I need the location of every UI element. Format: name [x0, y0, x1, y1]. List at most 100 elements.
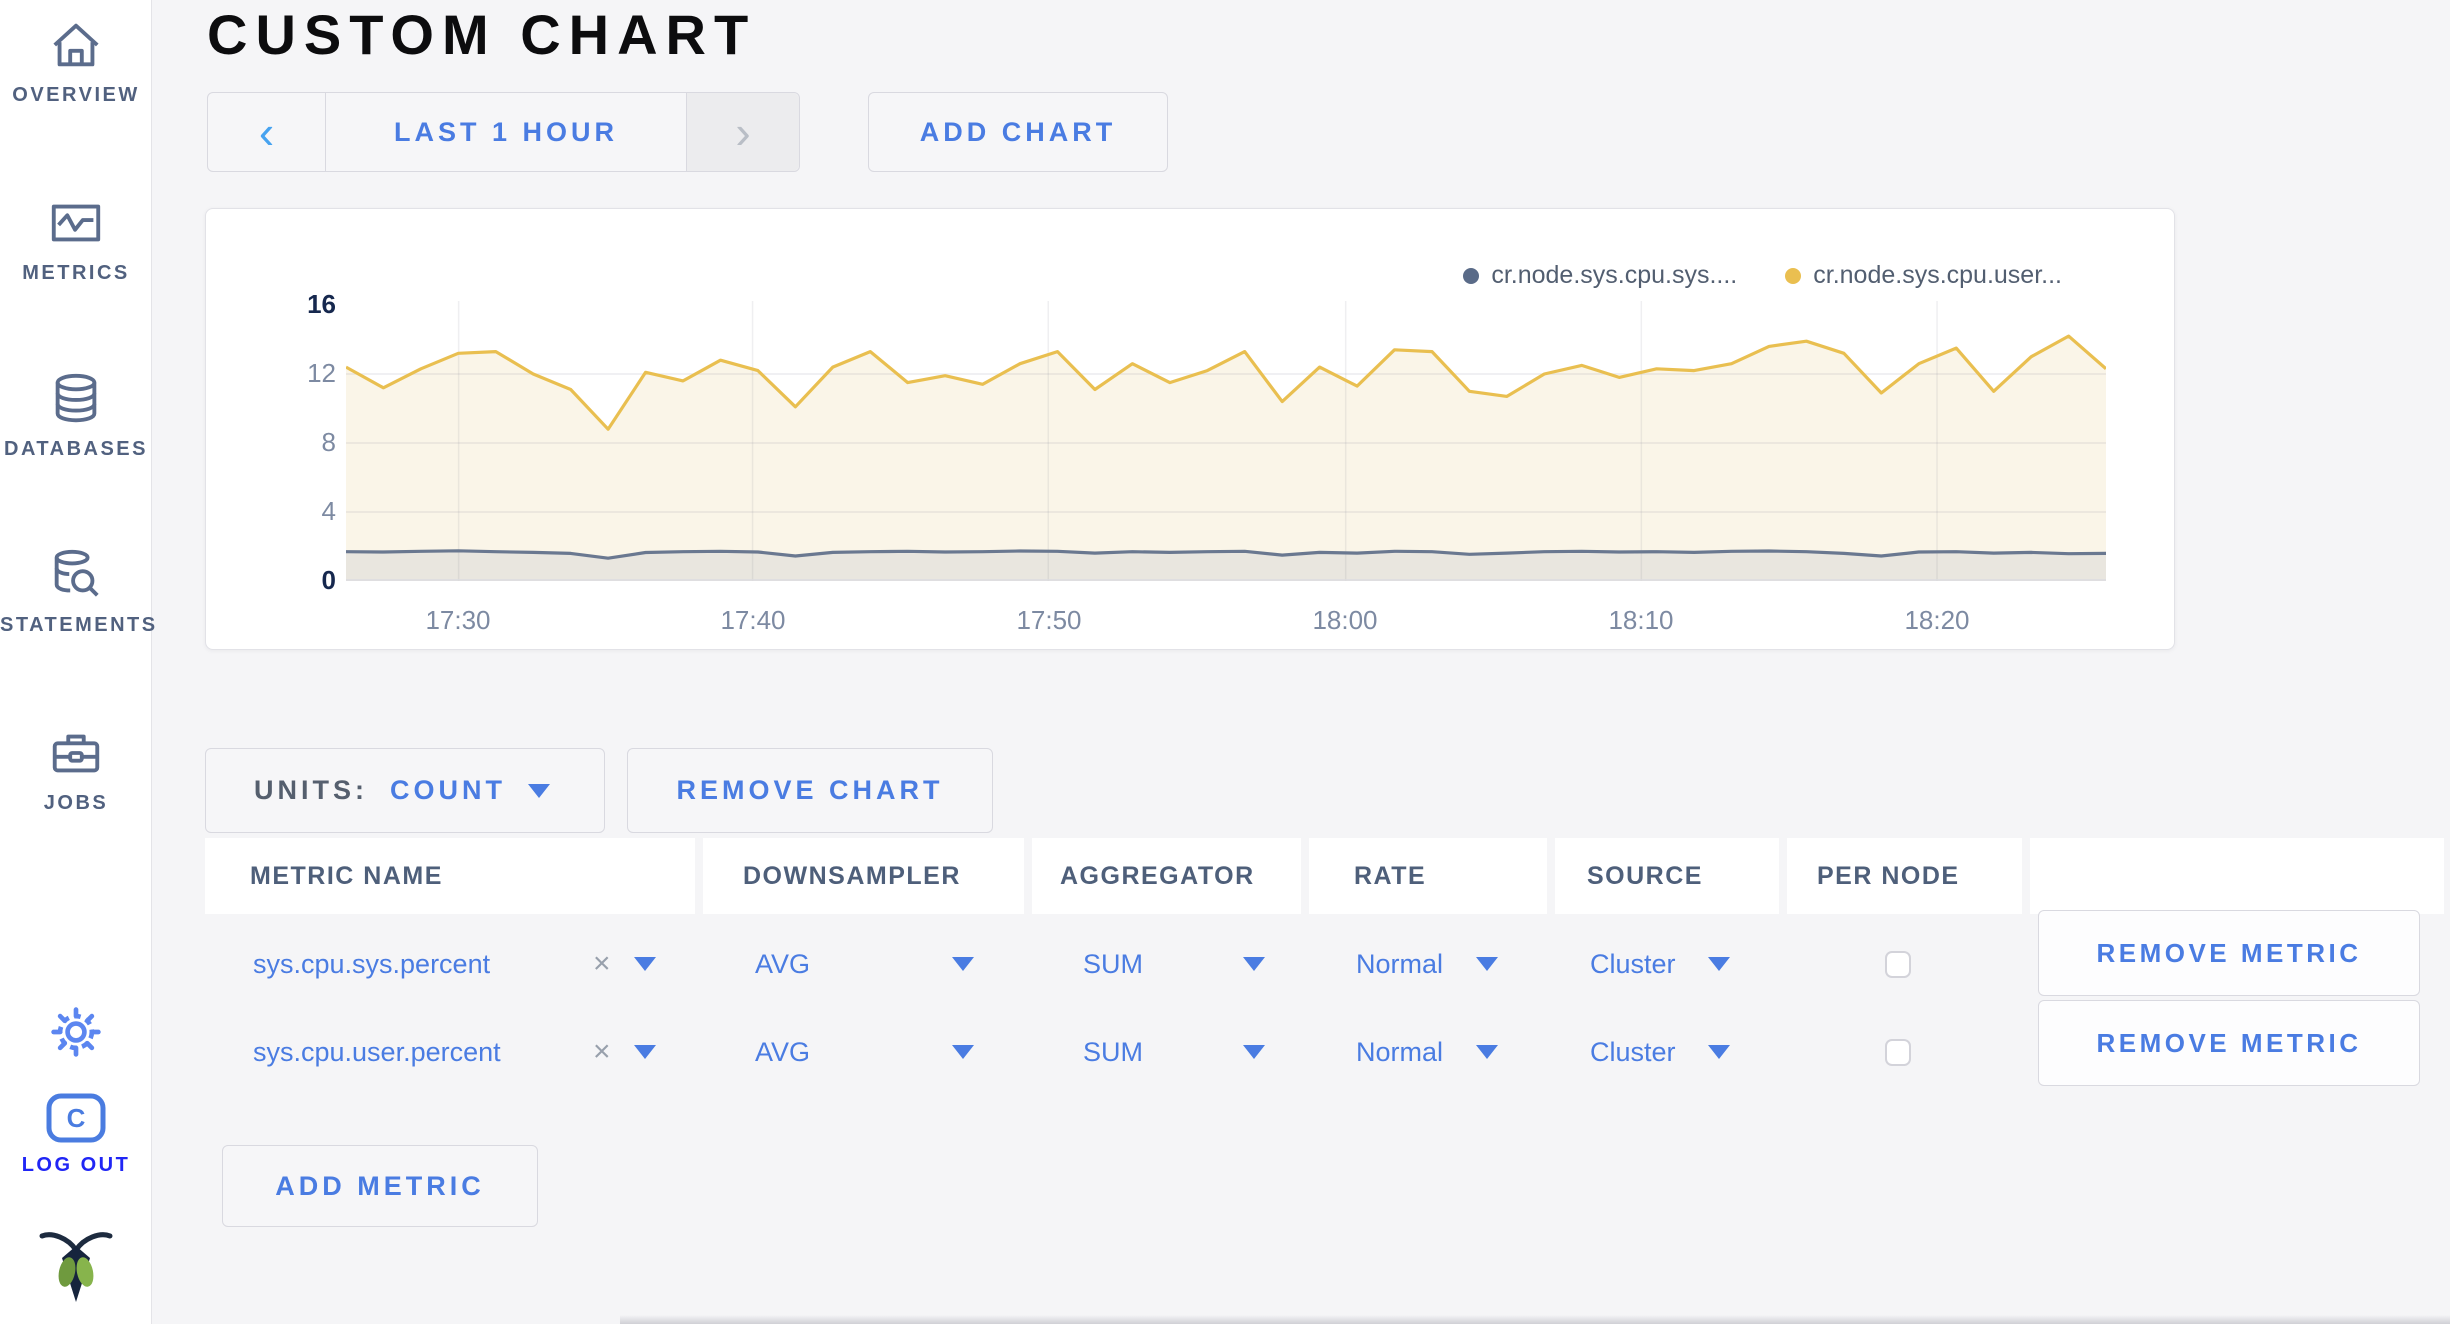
y-axis-tick: 0 — [321, 565, 336, 595]
next-panel-shadow — [620, 1315, 2450, 1324]
remove-chart-button[interactable]: REMOVE CHART — [627, 748, 993, 833]
time-range-next-button[interactable]: › — [686, 93, 799, 171]
chevron-down-icon — [1476, 1045, 1498, 1059]
time-range-prev-button[interactable]: ‹ — [208, 93, 326, 171]
y-axis-tick: 4 — [321, 496, 336, 526]
downsampler-value: AVG — [755, 948, 811, 979]
metric-clear-button[interactable]: × — [593, 1008, 611, 1096]
sidebar-item-jobs[interactable]: JOBS — [0, 724, 152, 815]
col-header-actions — [2030, 838, 2444, 914]
chevron-down-icon — [1708, 1045, 1730, 1059]
units-value: COUNT — [390, 775, 506, 805]
chevron-down-icon — [1476, 957, 1498, 971]
aggregator-caret[interactable] — [1243, 1008, 1265, 1096]
logout-button[interactable]: C LOG OUT — [0, 1092, 152, 1177]
add-chart-button[interactable]: ADD CHART — [868, 92, 1168, 172]
col-header-label: SOURCE — [1587, 861, 1703, 890]
close-icon: × — [593, 947, 611, 980]
col-header-metric-name: METRIC NAME — [205, 838, 695, 914]
statements-icon — [54, 549, 99, 597]
legend-item[interactable]: cr.node.sys.cpu.user... — [1785, 261, 2062, 290]
aggregator-select[interactable]: SUM — [1083, 920, 1143, 1008]
col-header-downsampler: DOWNSAMPLER — [703, 838, 1024, 914]
source-value: Cluster — [1590, 948, 1676, 979]
home-icon — [53, 23, 99, 67]
cockroach-logo — [0, 1224, 152, 1310]
downsampler-caret[interactable] — [952, 1008, 974, 1096]
sidebar-item-label: DATABASES — [4, 438, 148, 460]
downsampler-select[interactable]: AVG — [755, 920, 810, 1008]
metric-dropdown-caret[interactable] — [634, 1008, 656, 1096]
source-caret[interactable] — [1708, 1008, 1730, 1096]
x-axis-tick: 17:30 — [425, 605, 491, 635]
per-node-checkbox[interactable] — [1885, 920, 1911, 1008]
downsampler-caret[interactable] — [952, 920, 974, 1008]
metric-clear-button[interactable]: × — [593, 920, 611, 1008]
col-header-label: DOWNSAMPLER — [743, 861, 961, 890]
chevron-left-icon: ‹ — [258, 106, 275, 158]
legend-label: cr.node.sys.cpu.sys.... — [1491, 261, 1738, 289]
chevron-down-icon — [1243, 1045, 1265, 1059]
sidebar-item-label: JOBS — [43, 792, 109, 814]
sidebar-item-label: OVERVIEW — [12, 84, 140, 106]
chevron-right-icon: › — [735, 106, 751, 158]
rate-caret[interactable] — [1476, 920, 1498, 1008]
col-header-aggregator: AGGREGATOR — [1032, 838, 1301, 914]
source-select[interactable]: Cluster — [1590, 920, 1676, 1008]
x-axis-tick: 17:40 — [720, 605, 786, 635]
y-axis-tick: 8 — [321, 427, 336, 457]
x-axis-tick: 18:00 — [1312, 605, 1378, 635]
sidebar-item-label: STATEMENTS — [0, 614, 158, 636]
downsampler-value: AVG — [755, 1036, 811, 1067]
source-value: Cluster — [1590, 1036, 1676, 1067]
svg-text:C: C — [67, 1103, 86, 1133]
source-select[interactable]: Cluster — [1590, 1008, 1676, 1096]
aggregator-select[interactable]: SUM — [1083, 1008, 1143, 1096]
logout-c-icon: C — [46, 1093, 106, 1143]
chevron-down-icon — [952, 1045, 974, 1059]
units-label: UNITS: — [254, 775, 368, 805]
time-range-label[interactable]: LAST 1 HOUR — [393, 116, 618, 147]
col-header-label: RATE — [1354, 861, 1427, 890]
col-header-label: METRIC NAME — [250, 861, 443, 890]
downsampler-select[interactable]: AVG — [755, 1008, 810, 1096]
aggregator-value: SUM — [1083, 948, 1143, 979]
page-title: CUSTOM CHART — [207, 3, 757, 66]
metric-name-cell: sys.cpu.user.percent — [253, 1008, 501, 1096]
legend-dot — [1463, 267, 1480, 284]
legend-item[interactable]: cr.node.sys.cpu.sys.... — [1463, 261, 1737, 290]
sidebar-item-statements[interactable]: STATEMENTS — [0, 546, 158, 637]
sidebar-item-overview[interactable]: OVERVIEW — [0, 16, 152, 107]
aggregator-value: SUM — [1083, 1036, 1143, 1067]
source-caret[interactable] — [1708, 920, 1730, 1008]
chevron-down-icon — [952, 957, 974, 971]
settings-button[interactable] — [0, 1004, 152, 1060]
y-axis-tick: 16 — [307, 289, 336, 319]
col-header-source: SOURCE — [1555, 838, 1779, 914]
gear-icon — [51, 1007, 101, 1057]
metric-name[interactable]: sys.cpu.user.percent — [253, 1036, 501, 1067]
table-row: sys.cpu.user.percent × AVG SUM Normal Cl… — [205, 1000, 2445, 1096]
remove-metric-button[interactable]: REMOVE METRIC — [2038, 910, 2420, 996]
units-dropdown[interactable]: UNITS: COUNT — [205, 748, 605, 833]
sidebar-item-databases[interactable]: DATABASES — [0, 370, 152, 461]
rate-caret[interactable] — [1476, 1008, 1498, 1096]
chevron-down-icon — [528, 783, 550, 798]
per-node-checkbox[interactable] — [1885, 1008, 1911, 1096]
aggregator-caret[interactable] — [1243, 920, 1265, 1008]
timeseries-plot[interactable] — [346, 301, 2106, 581]
x-axis-tick: 18:20 — [1904, 605, 1970, 635]
x-axis-tick: 18:10 — [1608, 605, 1674, 635]
rate-value: Normal — [1356, 948, 1444, 979]
metric-name[interactable]: sys.cpu.sys.percent — [253, 948, 491, 979]
metric-dropdown-caret[interactable] — [634, 920, 656, 1008]
jobs-icon — [52, 734, 100, 773]
legend-dot — [1785, 267, 1802, 284]
rate-select[interactable]: Normal — [1356, 920, 1443, 1008]
sidebar-item-metrics[interactable]: METRICS — [0, 194, 152, 285]
rate-select[interactable]: Normal — [1356, 1008, 1443, 1096]
remove-metric-button[interactable]: REMOVE METRIC — [2038, 1000, 2420, 1086]
col-header-per-node: PER NODE — [1787, 838, 2022, 914]
x-axis-tick: 17:50 — [1016, 605, 1082, 635]
add-metric-button[interactable]: ADD METRIC — [222, 1145, 538, 1227]
